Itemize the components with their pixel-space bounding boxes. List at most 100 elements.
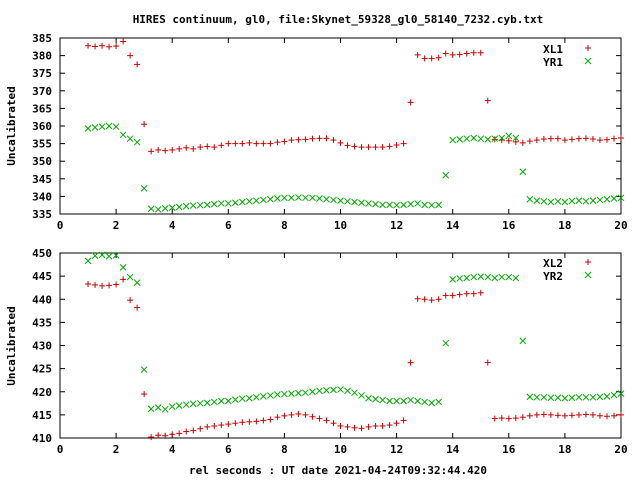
data-point-xl1: [176, 145, 183, 152]
data-point-xl1: [603, 136, 610, 143]
data-point-yr1: [98, 123, 106, 131]
x-tick-label: 6: [225, 219, 232, 232]
data-point-yr1: [140, 184, 148, 192]
data-point-yr1: [260, 196, 267, 204]
y-tick-label: 335: [32, 208, 52, 221]
data-point-yr1: [533, 197, 541, 204]
data-point-xl2: [477, 289, 484, 296]
data-point-yr2: [168, 403, 176, 410]
data-point-xl2: [323, 417, 330, 424]
x-tick-label: 14: [446, 219, 460, 232]
y-tick-label: 365: [32, 102, 52, 115]
data-point-yr2: [309, 388, 316, 396]
data-point-yr1: [617, 194, 625, 202]
data-point-xl2: [120, 276, 127, 283]
data-point-yr2: [344, 387, 351, 395]
data-point-xl1: [435, 54, 442, 61]
data-point-yr1: [295, 194, 302, 201]
data-point-xl1: [239, 140, 246, 147]
data-point-xl1: [155, 146, 162, 153]
data-point-yr1: [267, 195, 274, 203]
data-point-xl1: [211, 144, 218, 151]
data-point-xl1: [351, 143, 358, 150]
data-point-yr2: [217, 397, 225, 405]
data-point-xl1: [274, 139, 281, 146]
y-tick-label: 360: [32, 120, 52, 133]
data-point-yr2: [224, 397, 232, 405]
data-point-yr1: [463, 135, 471, 143]
x-tick-label: 6: [225, 443, 232, 456]
data-point-yr1: [603, 195, 611, 203]
data-point-yr2: [484, 273, 492, 281]
data-point-yr1: [189, 202, 197, 209]
data-point-yr2: [428, 399, 436, 407]
data-point-xl2: [134, 304, 141, 311]
x-tick-label: 14: [446, 443, 460, 456]
data-point-yr2: [470, 273, 478, 281]
y-tick-label: 410: [32, 432, 52, 445]
data-point-xl1: [428, 55, 435, 62]
data-point-yr2: [245, 394, 253, 402]
data-point-xl2: [596, 412, 603, 419]
data-point-yr1: [105, 122, 113, 130]
data-point-xl1: [162, 147, 169, 154]
x-tick-label: 12: [390, 443, 403, 456]
data-point-yr1: [526, 195, 534, 203]
data-point-xl2: [463, 290, 470, 297]
data-point-yr1: [203, 201, 211, 209]
data-point-yr2: [316, 387, 323, 395]
data-point-xl1: [169, 146, 176, 153]
data-point-yr1: [477, 135, 485, 143]
data-point-xl2: [491, 415, 498, 422]
data-point-yr2: [288, 390, 295, 397]
data-point-yr2: [105, 252, 113, 260]
data-point-yr2: [540, 393, 548, 401]
data-point-yr2: [372, 395, 379, 403]
x-tick-label: 18: [558, 219, 571, 232]
data-point-yr2: [477, 273, 485, 280]
data-point-yr2: [575, 393, 583, 401]
x-tick-label: 8: [281, 219, 288, 232]
data-point-yr2: [379, 396, 386, 404]
data-point-xl1: [323, 135, 330, 142]
data-point-xl1: [267, 140, 274, 147]
legend-marker-xl2: [585, 259, 591, 265]
data-point-yr2: [365, 394, 372, 402]
y-tick-label: 445: [32, 270, 52, 283]
data-point-yr2: [582, 393, 590, 401]
data-point-xl1: [330, 137, 337, 144]
data-point-yr1: [281, 194, 288, 202]
data-point-yr2: [505, 273, 513, 281]
data-point-xl1: [512, 138, 519, 145]
data-point-xl2: [92, 281, 99, 288]
legend-marker-yr2: [584, 271, 592, 279]
y-tick-label: 375: [32, 67, 52, 80]
data-point-xl2: [414, 295, 421, 302]
data-points: [84, 251, 625, 441]
data-point-yr2: [140, 366, 148, 373]
data-point-yr2: [533, 393, 541, 401]
data-point-yr1: [161, 205, 169, 212]
data-point-yr1: [337, 197, 344, 204]
data-point-yr2: [603, 393, 611, 400]
x-axis-label: rel seconds : UT date 2021-04-24T09:32:4…: [189, 464, 487, 477]
data-point-xl2: [113, 281, 120, 288]
data-point-xl2: [393, 420, 400, 427]
data-point-xl1: [526, 138, 533, 145]
data-point-yr1: [168, 204, 176, 212]
data-point-xl1: [582, 135, 589, 142]
y-tick-labels: 410 415 420 425 430 435 440 445 450: [32, 247, 621, 445]
data-point-yr1: [112, 123, 120, 131]
data-point-xl2: [281, 412, 288, 419]
data-point-yr1: [596, 196, 604, 204]
data-point-yr1: [575, 197, 583, 204]
data-point-xl1: [400, 140, 407, 147]
y-tick-label: 435: [32, 316, 52, 329]
data-point-yr2: [281, 390, 288, 398]
data-point-xl1: [218, 142, 225, 149]
data-point-yr2: [610, 391, 618, 399]
data-point-xl2: [540, 411, 547, 418]
data-point-xl1: [148, 148, 155, 155]
y-tick-labels: 335 340 345 350 355 360 365 370 375 380 385: [32, 32, 621, 221]
x-tick-label: 20: [614, 219, 627, 232]
